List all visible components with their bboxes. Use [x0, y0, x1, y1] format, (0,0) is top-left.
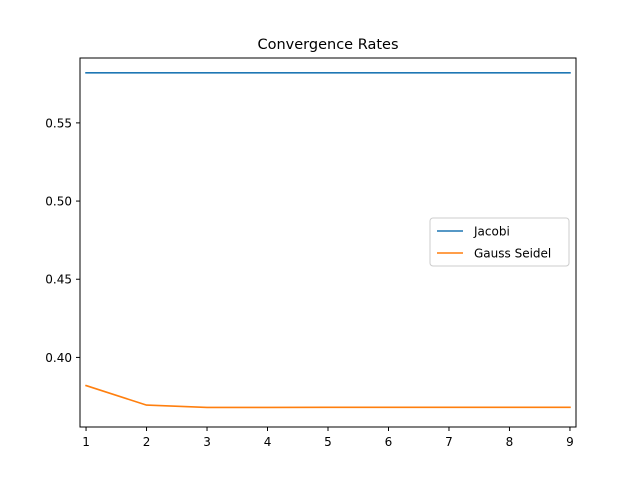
y-tick-label: 0.55: [45, 116, 72, 130]
x-tick-label: 7: [445, 435, 453, 449]
legend-box: [429, 217, 570, 267]
x-tick-label: 2: [143, 435, 151, 449]
x-tick-label: 6: [385, 435, 393, 449]
series-line-1: [85, 384, 571, 409]
legend: Jacobi Gauss Seidel: [429, 217, 570, 267]
y-tick-label: 0.40: [45, 351, 72, 365]
legend-label-1: Gauss Seidel: [474, 247, 551, 261]
axes: 1 2 3 4 5 6 7 8 9 0.40 0.45 0.50 0.55: [45, 57, 577, 449]
y-tick-label: 0.50: [45, 195, 72, 209]
x-tick-label: 8: [506, 435, 514, 449]
chart-title: Convergence Rates: [257, 37, 398, 53]
x-tick-label: 1: [82, 435, 90, 449]
x-tick-label: 9: [566, 435, 574, 449]
legend-label-0: Jacobi: [473, 225, 510, 239]
y-tick-label: 0.45: [45, 273, 72, 287]
x-tick-label: 5: [324, 435, 332, 449]
x-tick-label: 4: [264, 435, 272, 449]
plot-area: [85, 72, 571, 409]
x-tick-label: 3: [203, 435, 211, 449]
